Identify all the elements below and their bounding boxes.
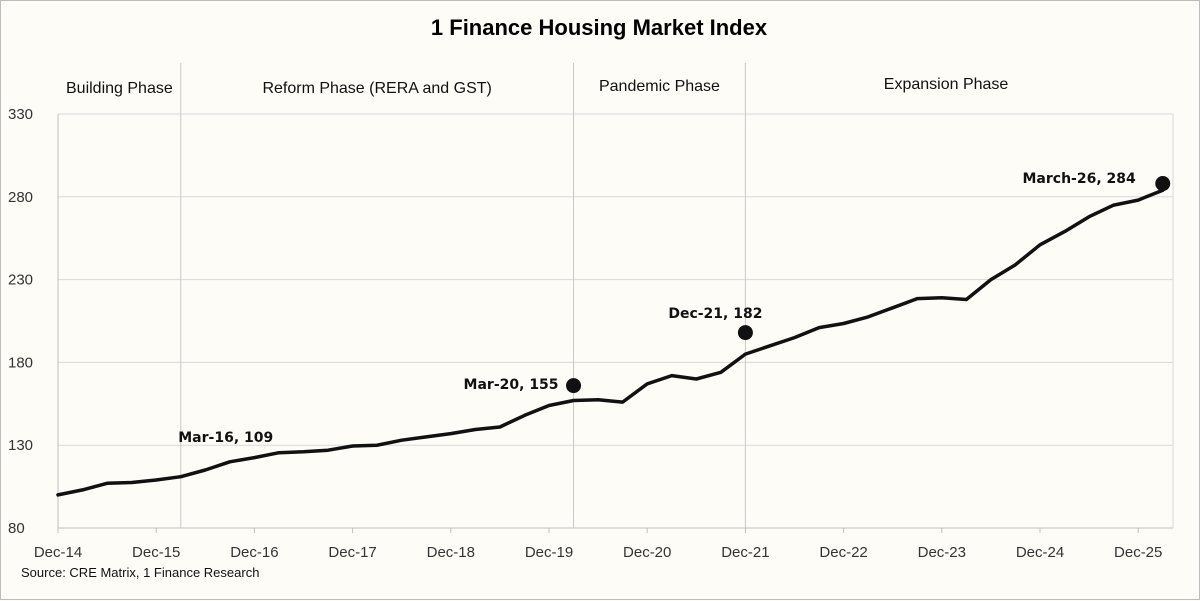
x-tick-label: Dec-19 [525, 544, 573, 561]
annotation-marker [566, 378, 582, 394]
annotation-label: Mar-16, 109 [178, 430, 273, 446]
series-layer [56, 188, 1165, 497]
x-tick-labels: Dec-14 Dec-15 Dec-16 Dec-17 Dec-18 Dec-19 Dec-… [34, 528, 1162, 561]
y-tick-labels: 80 130 180 230 280 330 [8, 106, 33, 537]
chart-title: 1 Finance Housing Market Index [431, 15, 768, 40]
y-tick-label: 130 [8, 437, 33, 454]
phase-dividers [180, 63, 746, 528]
y-tick-label: 80 [8, 520, 25, 537]
phase-labels: Building Phase Reform Phase (RERA and GST… [66, 76, 1008, 97]
y-tick-label: 180 [8, 354, 33, 371]
series-line [56, 188, 1165, 497]
x-tick-label: Dec-22 [819, 544, 867, 561]
annotation-label: Mar-20, 155 [464, 377, 559, 393]
annotation-marker [1155, 176, 1171, 192]
x-tick-label: Dec-21 [721, 544, 769, 561]
x-tick-label: Dec-25 [1114, 544, 1162, 561]
x-tick-label: Dec-23 [918, 544, 966, 561]
annotations: Mar-16, 109 Mar-20, 155 Dec-21, 182 March-2… [178, 171, 1171, 446]
grid-lines [58, 113, 1173, 446]
annotation-label: March-26, 284 [1022, 171, 1136, 187]
x-tick-label: Dec-17 [328, 544, 376, 561]
phase-label: Expansion Phase [884, 76, 1009, 93]
source-note: Source: CRE Matrix, 1 Finance Research [21, 565, 259, 580]
x-tick-label: Dec-18 [427, 544, 475, 561]
annotation-marker [737, 325, 753, 341]
y-tick-label: 330 [8, 106, 33, 123]
phase-label: Pandemic Phase [599, 78, 720, 95]
x-tick-label: Dec-20 [623, 544, 671, 561]
x-tick-label: Dec-15 [132, 544, 180, 561]
annotation-label: Dec-21, 182 [668, 306, 762, 322]
y-tick-label: 230 [8, 272, 33, 289]
y-tick-label: 280 [8, 189, 33, 206]
x-tick-label: Dec-14 [34, 544, 82, 561]
phase-label: Reform Phase (RERA and GST) [262, 80, 491, 97]
x-tick-label: Dec-16 [230, 544, 278, 561]
phase-label: Building Phase [66, 80, 173, 97]
axes [57, 114, 1174, 529]
x-tick-label: Dec-24 [1016, 544, 1064, 561]
